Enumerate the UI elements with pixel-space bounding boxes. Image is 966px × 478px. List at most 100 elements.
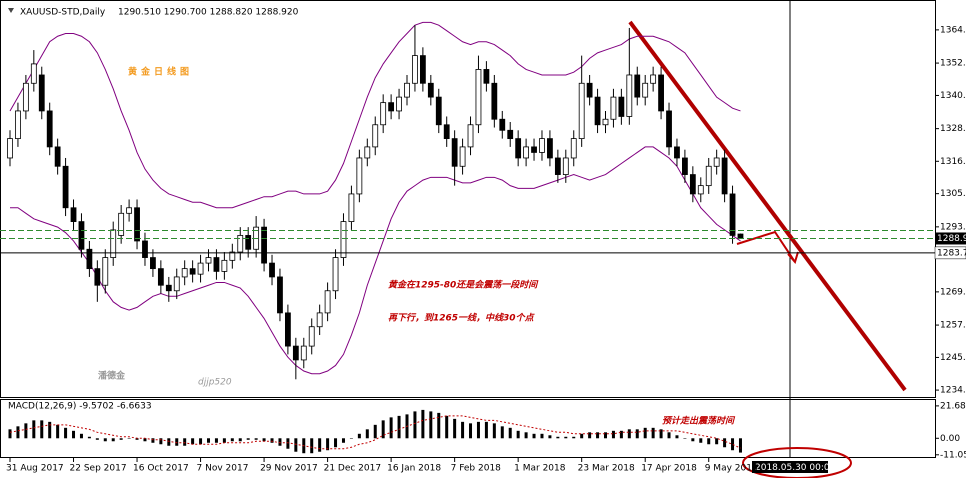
- crosshair-date: 2018.05.30 00:00: [755, 463, 836, 473]
- y-tick-label: 1257.6: [940, 321, 966, 331]
- macd-bar: [183, 438, 187, 446]
- bollinger-band: [9, 21, 741, 209]
- macd-bar: [484, 421, 488, 439]
- candle-body: [380, 102, 387, 126]
- macd-bar: [627, 429, 631, 439]
- chart-title: XAUUSD-STD,Daily: [20, 8, 106, 18]
- candle-body: [451, 138, 458, 167]
- candle-body: [364, 146, 371, 159]
- candle-body: [602, 118, 609, 126]
- macd-bar: [127, 438, 131, 439]
- macd-bar: [540, 433, 544, 439]
- candle-body: [277, 276, 283, 314]
- y-tick-label: 0.00: [940, 434, 960, 444]
- macd-bar: [326, 438, 330, 451]
- macd-bar: [715, 438, 719, 445]
- candle-body: [157, 268, 164, 286]
- y-tick-label: 1234.1: [940, 386, 966, 396]
- macd-bar: [191, 438, 195, 445]
- candle-body: [570, 138, 577, 159]
- highlight-ellipse: [742, 447, 852, 478]
- candle-body: [245, 235, 252, 250]
- candle-body: [507, 129, 514, 140]
- macd-bar: [731, 438, 735, 451]
- macd-bar: [500, 426, 504, 439]
- macd-bar: [151, 438, 155, 443]
- macd-bar: [635, 429, 639, 439]
- annotation: 预计走出震荡时间: [662, 416, 736, 427]
- macd-bar: [611, 430, 615, 439]
- ohlc-text: 1290.510 1290.700 1288.820 1288.920: [118, 8, 299, 18]
- candle-body: [284, 312, 291, 347]
- candle-body: [610, 96, 617, 120]
- x-tick-label: 21 Dec 2017: [324, 464, 382, 474]
- macd-bar: [270, 438, 274, 443]
- candle-body: [674, 146, 680, 159]
- macd-bar: [738, 438, 742, 453]
- last-price-box: [935, 232, 966, 245]
- candle-body: [356, 157, 363, 195]
- macd-bar: [310, 438, 314, 454]
- macd-bar: [675, 435, 679, 439]
- macd-bar: [143, 438, 147, 442]
- macd-bar: [64, 427, 68, 439]
- macd-bar: [48, 421, 52, 439]
- annotation: 黄金在1295-80还是会震荡一段时间: [388, 280, 539, 291]
- candle-body: [118, 212, 125, 236]
- candle-body: [86, 248, 93, 270]
- candle-body: [237, 235, 244, 253]
- candle-body: [7, 138, 13, 159]
- y-tick-label: 1269.6: [940, 287, 966, 297]
- candle-body: [737, 233, 744, 239]
- macd-bar: [222, 438, 226, 443]
- candle-body: [173, 276, 180, 292]
- candle-body: [340, 221, 347, 258]
- macd-bar: [453, 418, 457, 439]
- macd-bar: [230, 438, 234, 442]
- y-tick-label: -11.055: [940, 450, 966, 460]
- macd-bar: [254, 438, 258, 440]
- arrow-head: [787, 251, 799, 265]
- candle-body: [658, 74, 664, 112]
- candle-body: [213, 257, 220, 272]
- macd-bar: [373, 424, 377, 439]
- macd-bar: [572, 436, 576, 439]
- macd-bar: [111, 438, 115, 442]
- candle-body: [292, 345, 299, 361]
- macd-bar: [286, 438, 290, 449]
- candle-body: [102, 257, 109, 286]
- candle-body: [94, 268, 101, 286]
- y-tick-label: 1352.3: [940, 59, 966, 69]
- macd-bar: [699, 438, 703, 443]
- macd-bar: [238, 438, 242, 442]
- candle-body: [562, 157, 569, 175]
- candle-body: [15, 110, 21, 140]
- macd-bar: [95, 438, 99, 440]
- candle-body: [713, 157, 720, 167]
- macd-bar: [341, 438, 345, 443]
- macd-bar: [596, 432, 600, 439]
- macd-bar: [72, 430, 76, 439]
- candle-body: [666, 110, 672, 148]
- macd-bar: [604, 432, 607, 439]
- candle-body: [499, 118, 506, 131]
- candle-body: [181, 268, 188, 278]
- candle-body: [197, 262, 204, 275]
- last-price-label: 1288.9: [937, 234, 966, 244]
- macd-bar: [381, 420, 385, 439]
- candle-body: [78, 221, 85, 250]
- y-tick-label: 1340.6: [940, 91, 966, 101]
- macd-bar: [421, 409, 425, 439]
- candle-body: [189, 268, 196, 275]
- candle-body: [729, 193, 736, 236]
- candle-body: [300, 345, 307, 361]
- macd-bar: [389, 417, 393, 439]
- candle-body: [404, 82, 410, 98]
- macd-bar: [79, 433, 83, 439]
- candle-body: [586, 82, 593, 98]
- candle-body: [308, 326, 315, 347]
- y-tick-label: 1305.1: [940, 189, 966, 199]
- y-tick-label: 1328.6: [940, 124, 966, 134]
- candle-body: [491, 82, 498, 120]
